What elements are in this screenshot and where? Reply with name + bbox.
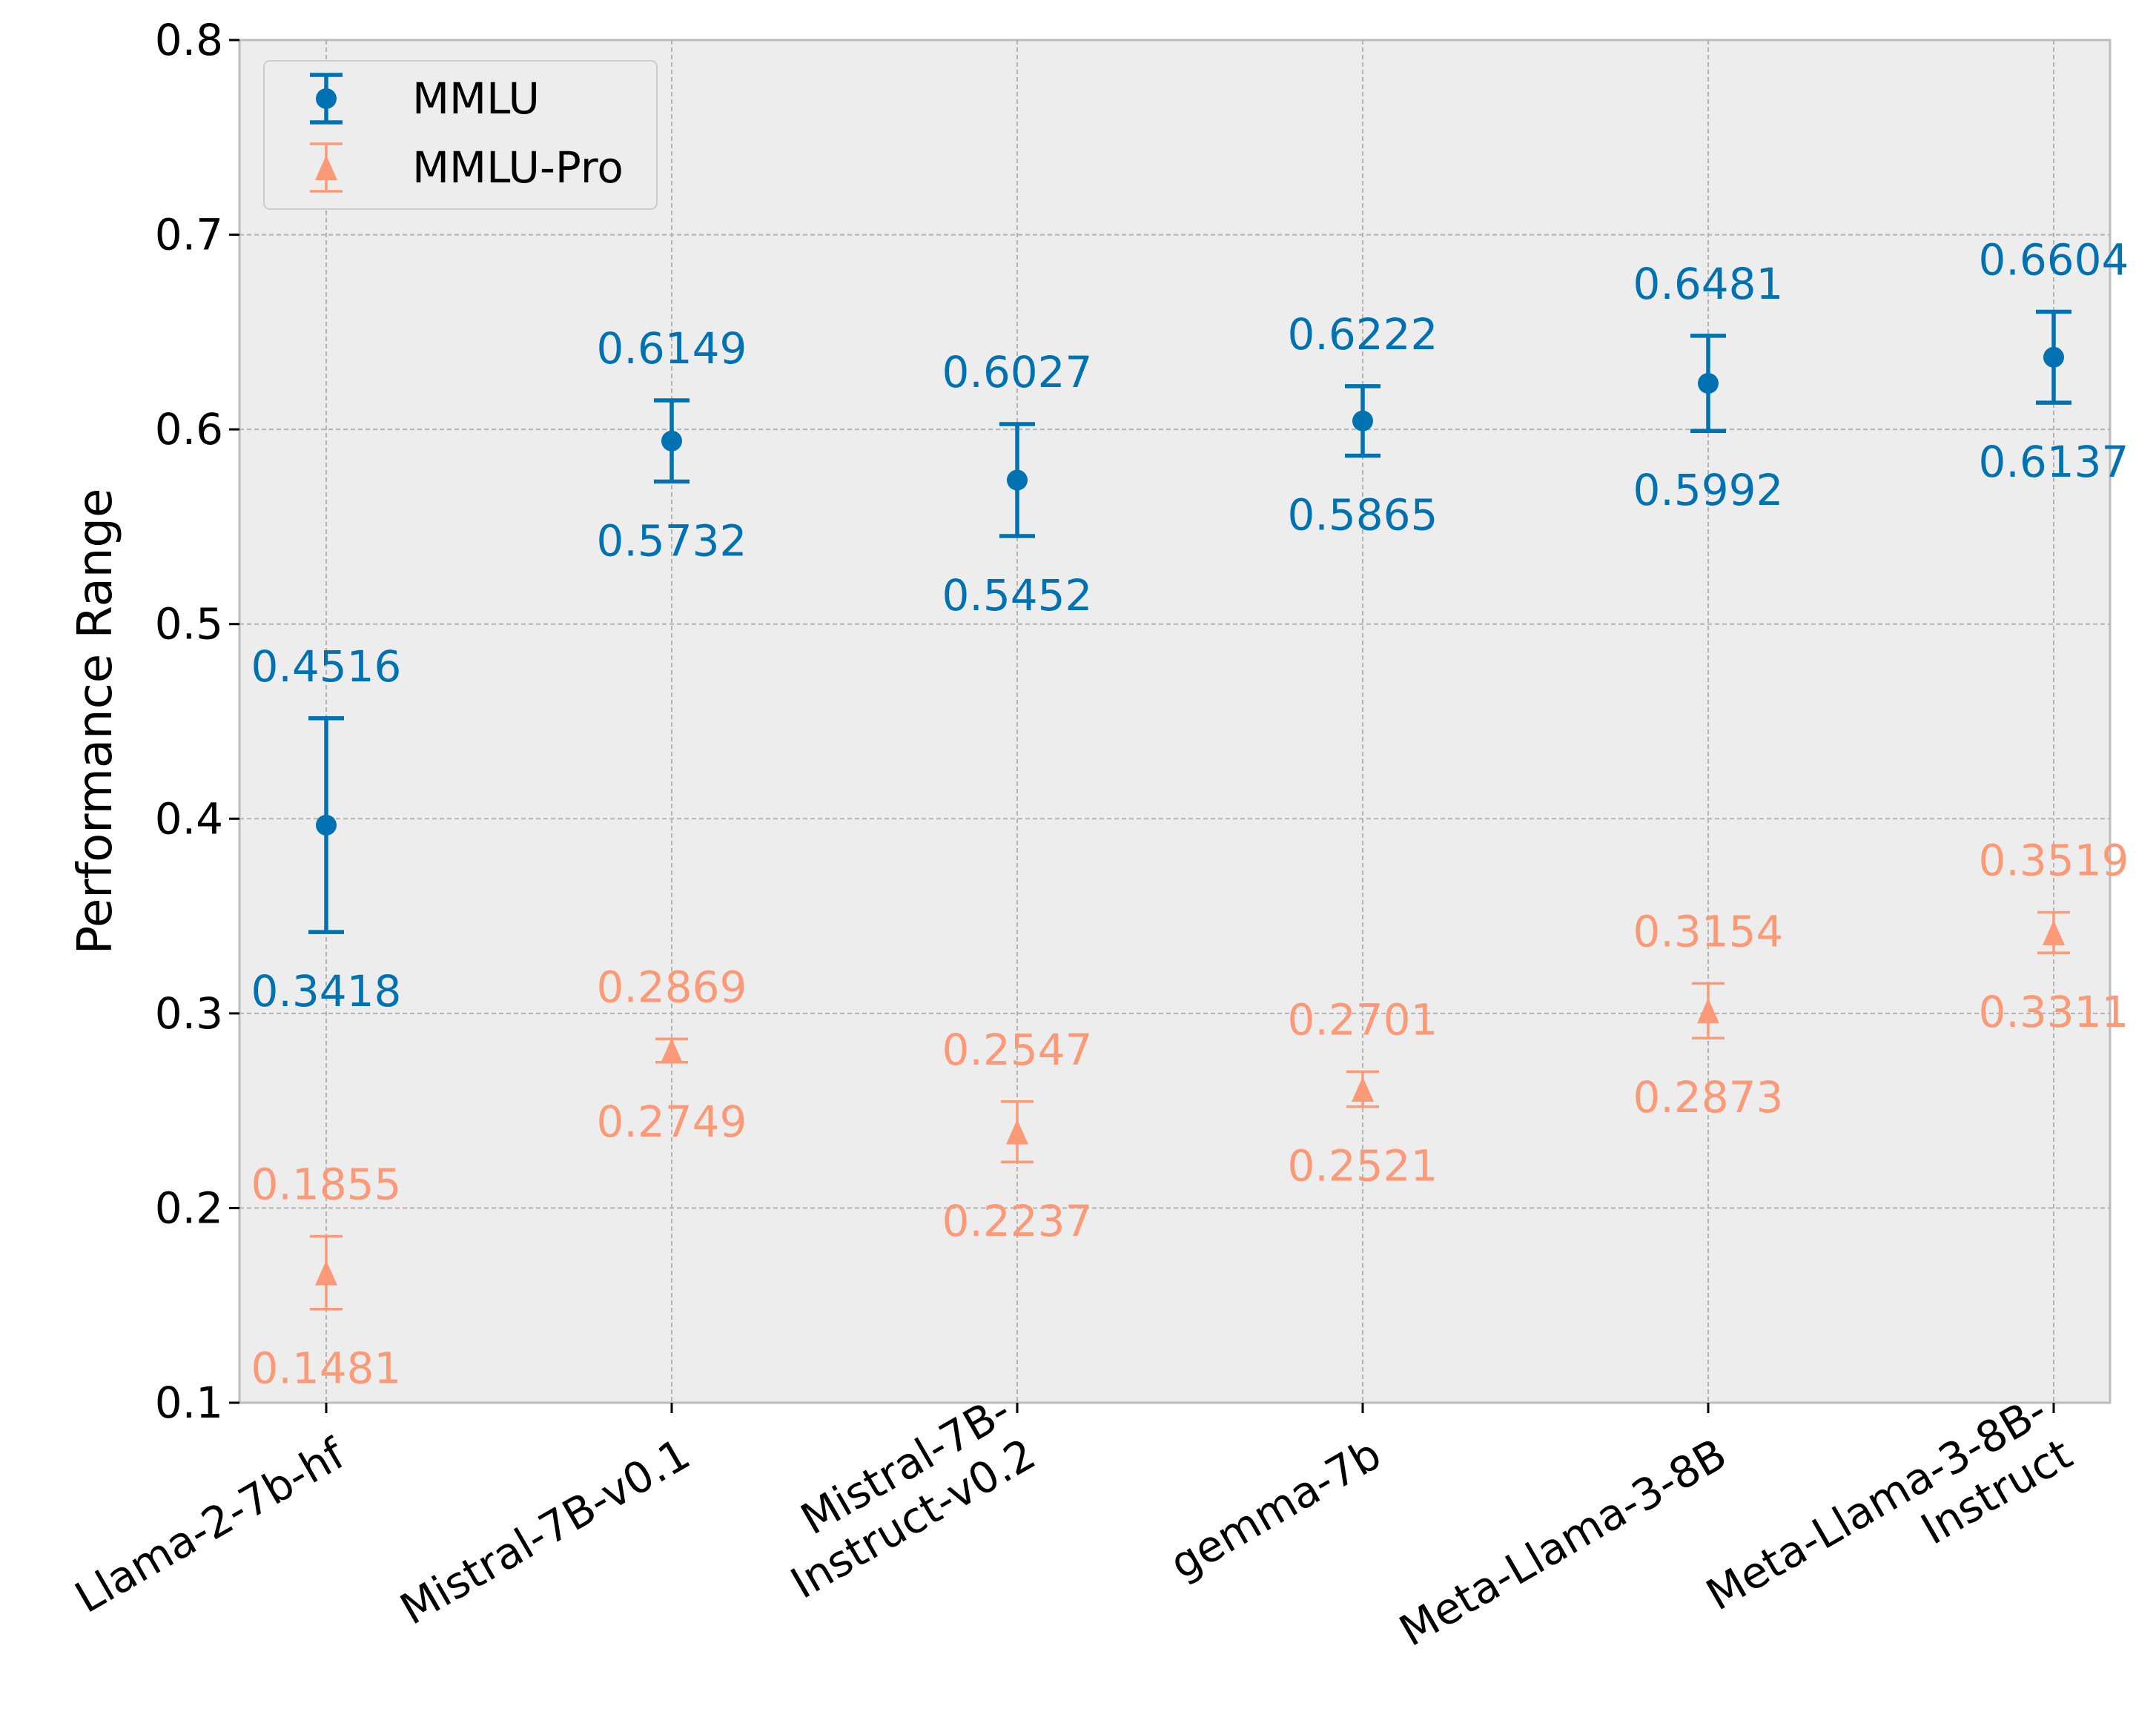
x-tick-label: Llama-2-7b-hf <box>67 1428 354 1623</box>
circle-marker <box>1698 373 1719 394</box>
triangle-marker <box>661 1038 683 1064</box>
value-label-high: 0.3519 <box>1979 836 2129 886</box>
value-label-high: 0.6481 <box>1633 259 1784 309</box>
value-label-low: 0.5992 <box>1633 465 1784 515</box>
value-label-low: 0.2749 <box>597 1097 747 1147</box>
value-label-low: 0.5452 <box>942 570 1093 621</box>
y-tick-label: 0.4 <box>155 793 223 844</box>
x-tick-label-group: Meta-Llama-3-8B-Instruct <box>1698 1385 2080 1621</box>
x-tick-label: gemma-7b <box>1162 1429 1389 1590</box>
plot-background <box>238 39 2112 1404</box>
value-label-low: 0.2521 <box>1288 1141 1438 1191</box>
value-label-high: 0.2701 <box>1288 994 1438 1045</box>
grid-lines <box>239 40 2110 1403</box>
value-label-high: 0.6149 <box>597 323 747 374</box>
data-series <box>308 309 2071 1311</box>
data-labels: 0.4516 0.3418 0.6149 0.5732 0.6027 0.5452 0.62… <box>251 235 2129 1394</box>
value-label-high: 0.1855 <box>251 1160 402 1210</box>
value-label-low: 0.3311 <box>1979 987 2129 1037</box>
circle-marker <box>316 814 337 836</box>
value-label-low: 0.2237 <box>942 1196 1093 1246</box>
x-tick-label-group: gemma-7b <box>1162 1429 1389 1590</box>
y-tick-label: 0.3 <box>155 988 223 1039</box>
value-label-high: 0.2869 <box>597 962 747 1012</box>
legend-label: MMLU-Pro <box>412 142 624 193</box>
y-tick-label: 0.2 <box>155 1183 223 1233</box>
x-tick-label-group: Mistral-7B-Instruct-v0.2 <box>782 1385 1044 1609</box>
value-label-low: 0.5865 <box>1288 490 1438 540</box>
value-label-high: 0.6222 <box>1288 309 1438 360</box>
value-label-low: 0.1481 <box>251 1343 402 1394</box>
value-label-high: 0.4516 <box>251 641 402 692</box>
value-label-low: 0.5732 <box>597 516 747 566</box>
y-tick-label: 0.1 <box>155 1378 223 1428</box>
x-tick-label-group: Meta-Llama-3-8B <box>1391 1429 1735 1656</box>
circle-marker <box>2043 346 2064 368</box>
triangle-marker <box>1697 998 1719 1024</box>
value-label-low: 0.2873 <box>1633 1072 1784 1122</box>
y-tick-label: 0.8 <box>155 15 223 65</box>
legend-circle-marker <box>316 88 337 109</box>
legend-triangle-marker <box>315 155 337 180</box>
x-tick-label-group: Llama-2-7b-hf <box>67 1428 354 1623</box>
legend: MMLU MMLU-Pro <box>263 60 658 210</box>
x-tick-label: Mistral-7B-v0.1 <box>392 1429 698 1635</box>
y-axis-title: Performance Range <box>68 489 123 955</box>
circle-marker <box>1007 469 1028 491</box>
triangle-marker <box>315 1260 337 1286</box>
y-tick-label: 0.6 <box>155 404 223 454</box>
value-label-low: 0.6137 <box>1979 437 2129 487</box>
circle-marker <box>1352 410 1373 432</box>
triangle-marker <box>2043 919 2065 945</box>
circle-marker <box>661 430 682 452</box>
triangle-marker <box>1006 1119 1028 1145</box>
value-label-low: 0.3418 <box>251 966 402 1016</box>
triangle-marker <box>1352 1076 1374 1102</box>
value-label-high: 0.6604 <box>1979 235 2129 285</box>
legend-label: MMLU <box>412 73 540 124</box>
x-tick-label: Meta-Llama-3-8B <box>1391 1429 1735 1656</box>
value-label-high: 0.3154 <box>1633 906 1784 956</box>
x-tick-label-group: Mistral-7B-v0.1 <box>392 1429 698 1635</box>
y-tick-label: 0.7 <box>155 210 223 260</box>
legend-box <box>263 60 658 210</box>
y-tick-label: 0.5 <box>155 599 223 649</box>
value-label-high: 0.6027 <box>942 347 1093 397</box>
value-label-high: 0.2547 <box>942 1025 1093 1075</box>
